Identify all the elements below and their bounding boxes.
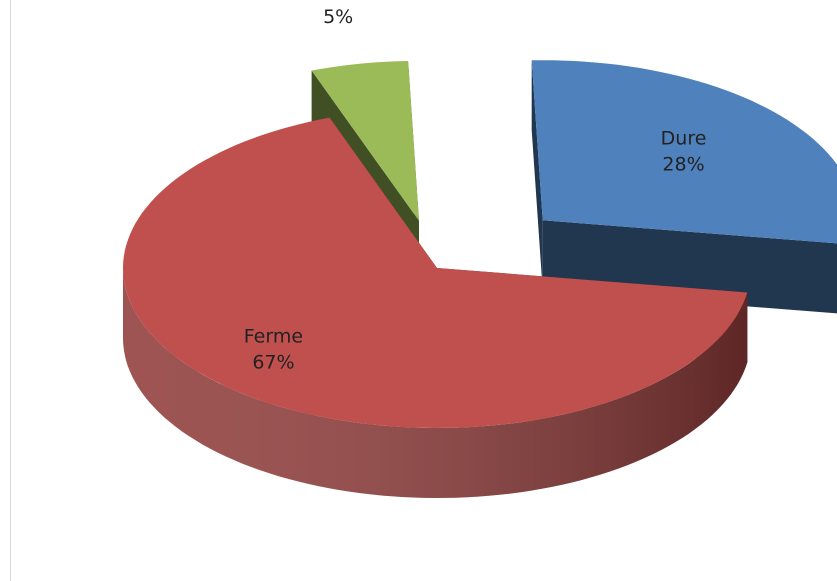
pie <box>123 60 837 498</box>
slice-label-name: Dure <box>661 127 707 149</box>
slice-label-name: Molle <box>313 0 363 2</box>
slice-wall <box>531 60 543 291</box>
slice-label-name: Ferme <box>244 326 303 348</box>
slice-label-value: 5% <box>323 6 353 28</box>
labels: Dure 28% Ferme 67% Molle 5% <box>244 0 707 374</box>
slice <box>123 117 748 428</box>
slice-label-value: 28% <box>662 153 704 175</box>
slice <box>311 61 419 221</box>
slice-side-shade <box>123 268 748 498</box>
slice <box>531 60 837 244</box>
slice-label-value: 67% <box>252 352 294 374</box>
